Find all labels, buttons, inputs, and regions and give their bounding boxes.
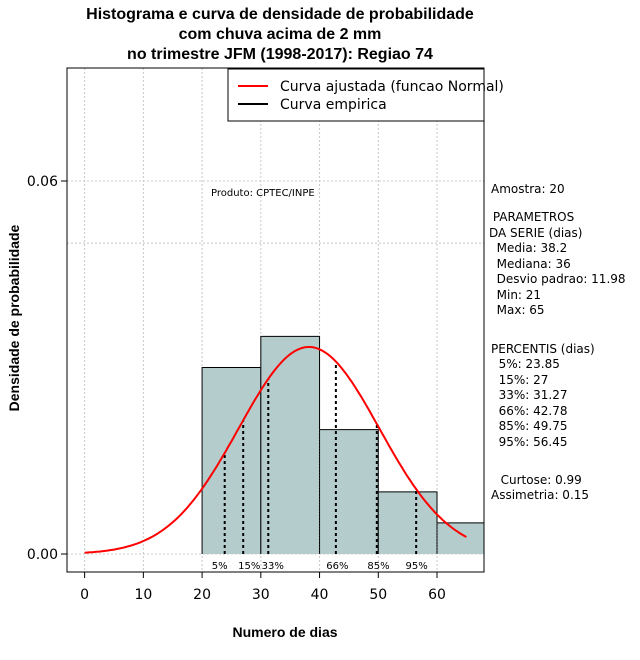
skewness: Assimetria: 0.15	[491, 488, 590, 502]
x-axis-label: Numero de dias	[232, 624, 338, 640]
histogram-bar	[319, 429, 379, 554]
x-tick-label: 0	[80, 587, 89, 603]
histogram-bar	[378, 491, 438, 554]
kurtosis: Curtose: 0.99	[493, 473, 582, 487]
sample-size: Amostra: 20	[491, 182, 565, 196]
chart-title-line-3: no trimestre JFM (1998-2017): Regiao 74	[127, 46, 433, 63]
percentile-label: 5%	[212, 561, 228, 572]
x-tick-label: 10	[134, 587, 152, 603]
x-tick-label: 60	[428, 587, 446, 603]
normal-curve-layer	[84, 346, 467, 554]
percentile-lines: 5% 15% 33% 66% 85% 95%	[212, 361, 428, 572]
percentile-label: 66%	[326, 561, 348, 572]
legend-box	[227, 68, 485, 122]
percentile-label: 15%	[238, 561, 260, 572]
x-tick-label: 40	[311, 587, 329, 603]
histogram-bar	[202, 367, 261, 554]
x-tick-label: 50	[369, 587, 387, 603]
y-tick-label: 0.00	[27, 547, 58, 563]
axes: 0 10 20 30 40 50 60 0.00 0.06	[27, 67, 485, 603]
percentile-label: 85%	[367, 561, 389, 572]
legend-label-empirical: Curva empirica	[280, 97, 387, 113]
normal-curve	[84, 346, 467, 554]
histogram-bar	[437, 522, 484, 554]
x-tick-label: 30	[252, 587, 270, 603]
percentile-label: 95%	[406, 561, 428, 572]
chart-title-line-1: Histograma e curva de densidade de proba…	[86, 6, 474, 23]
percentile-label: 33%	[262, 561, 284, 572]
credit-annotation: Produto: CPTEC/INPE	[211, 188, 315, 199]
parameters-list: Media: 38.2 Mediana: 36 Desvio padrao: 1…	[496, 241, 626, 317]
parameters-title: PARAMETROS DA SERIE (dias)	[489, 210, 583, 240]
percentiles-list: 5%: 23.85 15%: 27 33%: 31.27 66%: 42.78 …	[498, 357, 568, 449]
y-axis-label: Densidade de probabilidade	[6, 224, 22, 412]
legend: Curva ajustada (funcao Normal) Curva emp…	[227, 68, 504, 122]
y-tick-label: 0.06	[27, 174, 58, 190]
histogram-bars	[201, 335, 485, 554]
x-tick-label: 20	[193, 587, 211, 603]
plot-border	[66, 67, 485, 573]
chart-title-line-2: com chuva acima de 2 mm	[178, 26, 382, 43]
legend-label-normal: Curva ajustada (funcao Normal)	[280, 79, 504, 95]
percentiles-title: PERCENTIS (dias)	[491, 342, 595, 356]
histogram-bar	[260, 336, 320, 554]
